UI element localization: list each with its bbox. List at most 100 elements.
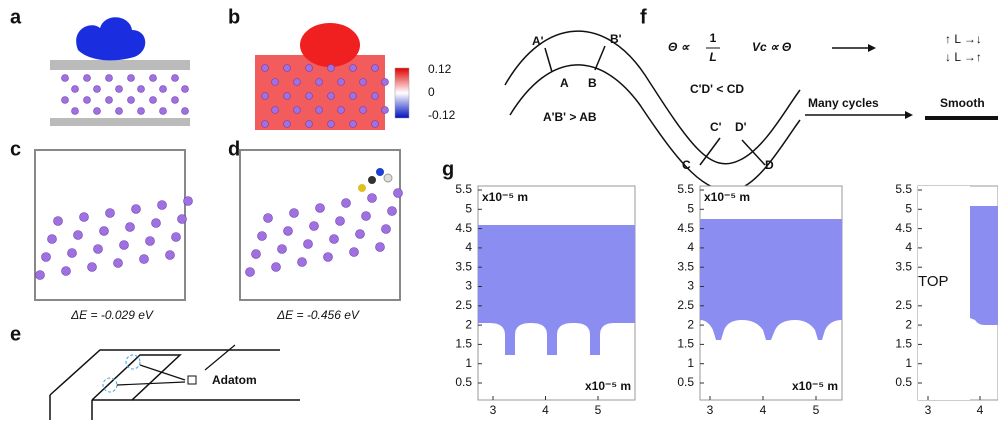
y-tick-label: 2 [687,317,694,331]
atom [394,189,403,198]
atom [328,121,335,128]
y-tick-label: 4 [465,240,472,254]
atom [290,209,299,218]
x-tick-label: 4 [977,403,984,417]
atom [72,86,79,93]
formula: Θ ∝ [668,40,691,54]
atom [160,86,167,93]
atom [316,204,325,213]
atom [138,108,145,115]
unit-label: x10⁻⁵ m [792,379,838,393]
y-tick-label: 2.5 [455,298,472,312]
atom [106,97,113,104]
adatom-label: Adatom [212,373,257,387]
y-tick-label: 5 [905,201,912,215]
y-tick-label: 4.5 [455,221,472,235]
atom [328,93,335,100]
adsorbate-atom [368,176,376,184]
panel-label: e [10,323,21,345]
atom [138,86,145,93]
caption: Smooth [940,96,985,110]
x-tick-label: 5 [813,403,820,417]
atom [284,65,291,72]
slab-bottom [50,118,190,126]
atom [262,93,269,100]
atom [132,205,141,214]
relation: A'B' > AB [543,110,597,124]
atom [160,108,167,115]
atom [114,259,123,268]
y-tick-label: 0.5 [677,375,694,389]
atom [120,241,129,250]
atom [172,97,179,104]
atom [298,258,307,267]
adsorbate-atom [376,168,384,176]
atom [128,97,135,104]
atom [158,201,167,210]
atom [284,93,291,100]
atom [172,233,181,242]
x-tick-label: 4 [542,403,549,417]
point-label: A' [532,34,544,48]
atom [106,209,115,218]
atom [338,79,345,86]
atom [252,250,261,259]
colorbar [395,68,409,118]
point-label: C' [710,120,722,134]
atom [330,235,339,244]
energy-label: ΔE = -0.029 eV [70,308,154,322]
atom [62,75,69,82]
y-tick-label: 1.5 [455,337,472,351]
panel-label: g [442,158,454,180]
atom [100,227,109,236]
y-tick-label: 4.5 [895,221,912,235]
atom [62,97,69,104]
panel-label: b [228,6,240,28]
atom [284,121,291,128]
atom [72,108,79,115]
figure: abcdefg0.120-0.12ΔE = -0.029 eVΔE = -0.4… [0,0,998,421]
charge-map [255,55,385,130]
atom [310,222,319,231]
y-tick-label: 2 [465,317,472,331]
atom [182,86,189,93]
energy-label: ΔE = -0.456 eV [276,308,360,322]
atom [42,253,51,262]
atom [94,245,103,254]
atom [306,93,313,100]
panel-label: f [640,6,647,28]
atom [294,79,301,86]
y-tick-label: 4.5 [677,221,694,235]
relation: C'D' < CD [690,82,744,96]
effect: ↓ L →↑ [945,50,982,64]
point-label: C [682,158,691,172]
fraction-den: L [709,50,716,64]
atom [88,263,97,272]
y-tick-label: 4 [905,240,912,254]
atom [272,263,281,272]
point-label: D' [735,120,747,134]
y-tick-label: 4 [687,240,694,254]
atom [182,108,189,115]
atom [372,65,379,72]
atom [150,75,157,82]
atom [360,79,367,86]
charge-lobe [300,23,360,67]
atom [152,219,161,228]
atom [116,86,123,93]
atom [324,253,333,262]
atom [94,108,101,115]
unit-label: x10⁻⁵ m [704,190,750,204]
atom [54,217,63,226]
atom [262,121,269,128]
adatom-cube [188,376,196,384]
atom [246,268,255,277]
atom [264,214,273,223]
x-tick-label: 5 [595,403,602,417]
x-tick-label: 3 [707,403,714,417]
atom [368,194,377,203]
fraction-num: 1 [710,31,717,45]
x-tick-label: 4 [760,403,767,417]
atom [350,248,359,257]
y-tick-label: 0.5 [455,375,472,389]
